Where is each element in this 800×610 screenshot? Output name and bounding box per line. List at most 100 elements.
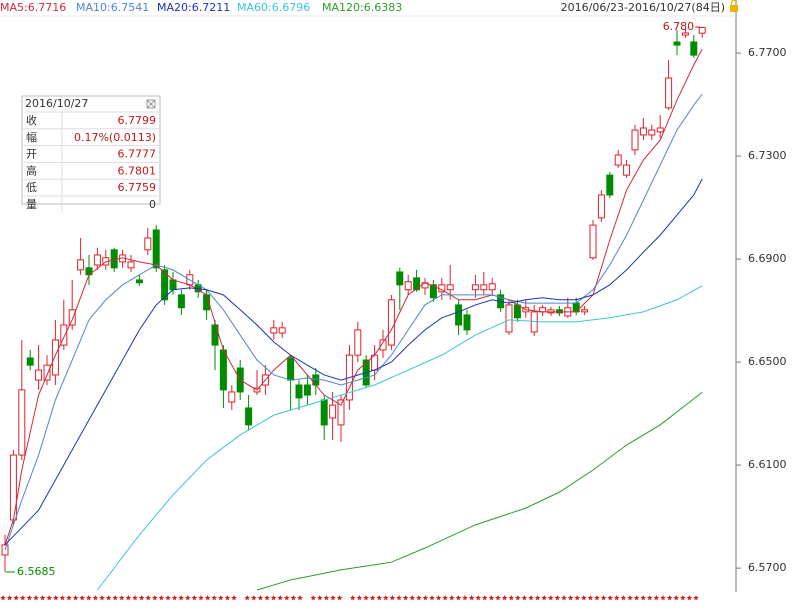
marker-star bbox=[158, 595, 165, 601]
info-value: 0 bbox=[149, 198, 156, 211]
marker-star bbox=[481, 595, 488, 601]
info-label: 收 bbox=[26, 113, 37, 127]
close-button[interactable] bbox=[146, 99, 156, 109]
y-tick-label: 6.6500 bbox=[748, 355, 787, 368]
candle-body bbox=[219, 349, 227, 391]
marker-star bbox=[627, 595, 633, 601]
marker-star bbox=[79, 595, 86, 601]
candle-body bbox=[673, 41, 681, 46]
candle-body bbox=[648, 129, 656, 136]
marker-star bbox=[501, 595, 508, 601]
marker-star bbox=[409, 595, 416, 601]
candle-body bbox=[35, 369, 43, 381]
marker-star bbox=[376, 595, 383, 601]
candle-body bbox=[337, 399, 345, 426]
marker-star bbox=[600, 595, 607, 601]
marker-star bbox=[640, 595, 647, 601]
candle-body bbox=[581, 309, 589, 313]
y-tick-label: 6.6100 bbox=[748, 458, 787, 471]
candle-body bbox=[169, 279, 177, 291]
marker-star bbox=[26, 595, 33, 601]
candle-body bbox=[547, 309, 555, 314]
marker-star bbox=[145, 595, 152, 601]
marker-star bbox=[396, 595, 402, 601]
info-box: 2016/10/27 收 6.7799 幅 0.17%(0.0113) 开 6.7777 高… bbox=[21, 95, 161, 213]
candle-body bbox=[505, 304, 513, 333]
marker-star bbox=[468, 595, 475, 601]
candle-body bbox=[354, 329, 362, 356]
candle-body bbox=[43, 364, 51, 381]
info-value: 6.7759 bbox=[118, 181, 157, 194]
marker-star bbox=[138, 595, 145, 601]
candle-body bbox=[127, 261, 135, 269]
marker-star bbox=[528, 595, 534, 601]
candle-body bbox=[656, 127, 664, 133]
marker-star bbox=[495, 595, 501, 601]
info-label: 开 bbox=[26, 148, 37, 161]
ma-line bbox=[97, 285, 703, 591]
marker-star bbox=[521, 595, 528, 601]
candle-body bbox=[312, 374, 320, 386]
candle-body bbox=[26, 357, 34, 366]
marker-star bbox=[46, 595, 53, 601]
candle-body bbox=[110, 249, 118, 269]
candle-body bbox=[623, 164, 631, 176]
marker-star bbox=[686, 595, 693, 601]
close-x[interactable] bbox=[146, 99, 156, 109]
candle-body bbox=[228, 391, 236, 403]
marker-star bbox=[330, 595, 336, 601]
min-label: 6.5685 bbox=[17, 565, 56, 578]
marker-star bbox=[422, 595, 429, 601]
candle-body bbox=[152, 229, 160, 269]
marker-star bbox=[574, 595, 581, 601]
marker-star bbox=[184, 595, 191, 601]
marker-star bbox=[72, 595, 79, 601]
marker-star bbox=[554, 595, 561, 601]
y-tick-label: 6.7700 bbox=[748, 46, 787, 59]
marker-star bbox=[547, 595, 554, 601]
candle-body bbox=[245, 407, 253, 426]
marker-star bbox=[613, 595, 620, 601]
candle-body bbox=[68, 309, 76, 326]
marker-star bbox=[112, 595, 119, 601]
lock-icon[interactable] bbox=[730, 0, 738, 13]
marker-star bbox=[679, 595, 686, 601]
candle-body bbox=[555, 309, 563, 314]
marker-star bbox=[257, 595, 264, 601]
y-tick-label: 6.5700 bbox=[748, 561, 787, 574]
candle-body bbox=[93, 254, 101, 266]
marker-star bbox=[224, 595, 231, 601]
marker-star bbox=[66, 595, 72, 601]
marker-star bbox=[455, 595, 462, 601]
marker-star bbox=[363, 595, 369, 601]
marker-star bbox=[508, 595, 515, 601]
marker-star bbox=[171, 595, 178, 601]
marker-star bbox=[178, 595, 185, 601]
candle-body bbox=[135, 279, 143, 284]
marker-star bbox=[534, 595, 541, 601]
candle-body bbox=[639, 127, 647, 136]
marker-star bbox=[607, 595, 614, 601]
info-label: 幅 bbox=[26, 131, 37, 144]
marker-star bbox=[349, 595, 356, 601]
legend-entry: MA10:6.7541 bbox=[76, 1, 149, 14]
candle-body bbox=[77, 259, 85, 271]
info-value: 6.7799 bbox=[118, 114, 157, 127]
marker-star bbox=[99, 595, 105, 601]
candle-body bbox=[463, 314, 471, 331]
marker-star bbox=[442, 595, 449, 601]
marker-star bbox=[382, 595, 389, 601]
candle-body bbox=[488, 283, 496, 291]
marker-star bbox=[270, 595, 277, 601]
candle-body bbox=[413, 277, 421, 291]
marker-star bbox=[336, 595, 343, 601]
marker-star bbox=[693, 595, 699, 601]
candle-body bbox=[51, 339, 59, 376]
marker-star bbox=[402, 595, 409, 601]
marker-star bbox=[191, 595, 198, 601]
candle-body bbox=[690, 41, 698, 56]
marker-star bbox=[290, 595, 297, 601]
marker-star bbox=[435, 595, 442, 601]
candle-body bbox=[295, 384, 303, 399]
